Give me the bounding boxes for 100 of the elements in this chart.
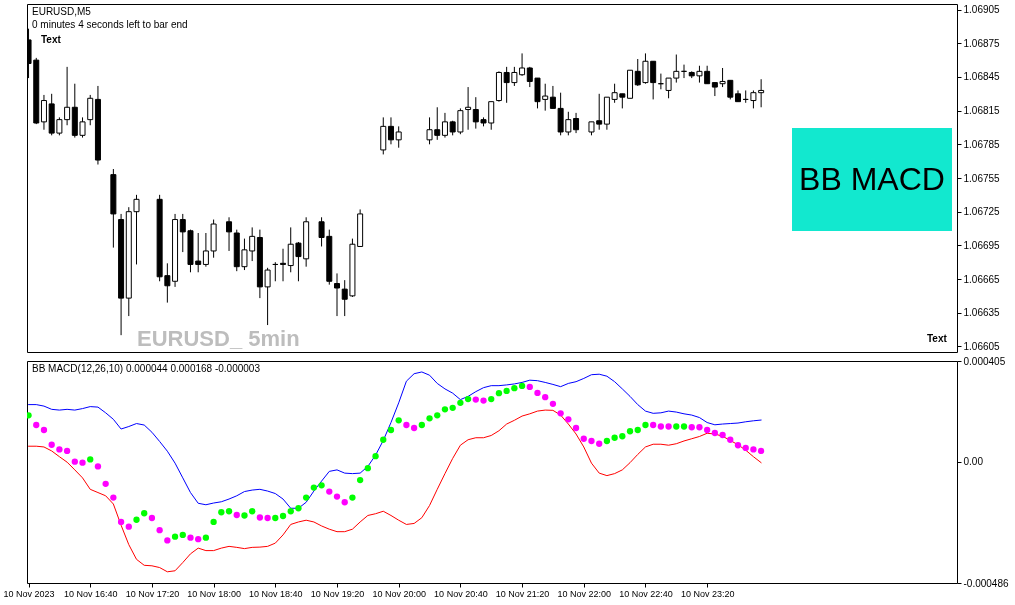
point [264,514,271,522]
point [148,514,156,522]
point [318,482,325,489]
candlestick [226,216,233,252]
point [565,416,572,423]
annotation: Text [41,34,62,45]
point [79,459,86,466]
point [526,383,533,391]
point [542,393,549,401]
point [272,514,279,522]
y-tick-label: 0.00 [963,456,984,468]
y-tick-label: 1.06905 [963,4,1001,16]
point [488,395,495,403]
annotation: EURUSD_ 5min [137,326,300,351]
point [195,535,202,543]
point [249,508,256,515]
candlestick [441,112,448,139]
y-tick-label: 0.000405 [963,355,1006,367]
point [719,431,726,439]
point [518,382,526,390]
point [588,437,595,445]
y-tick-label: 1.06845 [963,71,1001,83]
candlestick [395,125,402,149]
x-tick-label: 10 Nov 23:20 [680,588,735,599]
point [580,435,587,442]
point [256,514,264,521]
y-tick-label: 1.06695 [963,239,1001,251]
point [310,484,318,491]
candlestick [40,94,47,131]
point [302,494,310,501]
y-tick-label: 1.06725 [963,206,1001,218]
point [572,424,580,432]
point [410,424,418,432]
point [102,480,109,487]
point [557,410,564,417]
point [225,508,233,515]
point [418,421,425,429]
point [48,441,55,448]
point [703,426,711,434]
point [326,488,333,495]
point [187,534,194,541]
point [279,512,287,520]
point [480,397,487,404]
point [117,518,125,526]
point [457,399,464,407]
point [727,436,734,443]
point [94,463,102,470]
point [596,440,603,447]
y-tick-label: 1.06605 [963,340,1001,352]
point [511,385,518,392]
point [71,458,78,465]
point [403,421,410,429]
point [349,494,356,501]
annotation: EURUSD,M5 [32,6,92,17]
chart-title: BB MACD(12,26,10) 0.000044 0.000168 -0.000003 [32,363,261,374]
point [241,512,248,519]
point [434,412,441,419]
point [356,476,364,484]
point [380,436,387,443]
point [164,537,171,544]
y-tick-label: 1.06635 [963,307,1001,319]
point [364,464,372,472]
y-tick-label: 1.06875 [963,37,1001,49]
x-tick-label: 10 Nov 22:00 [557,588,612,599]
point [233,511,240,519]
y-tick-label: 1.06815 [963,105,1001,117]
x-tick-label: 10 Nov 20:40 [434,588,488,599]
point [295,505,302,512]
candlestick [280,248,287,282]
x-tick-label: 10 Nov 22:40 [619,588,673,599]
line-series [28,409,762,573]
point [441,406,449,413]
point [63,447,71,455]
point [534,389,541,397]
y-tick-label: 1.06755 [963,172,1001,184]
point [156,527,163,534]
point [680,423,688,430]
point [657,423,665,430]
point [495,389,503,397]
point [734,442,742,449]
point [549,400,557,408]
point [395,417,402,424]
point [673,423,680,430]
point [449,404,456,411]
candlestick [465,86,472,131]
y-tick-label: 1.06785 [963,138,1001,150]
point [210,518,217,526]
point [218,509,225,516]
x-tick-label: 10 Nov 18:40 [249,588,303,599]
point [33,421,40,429]
point [503,387,510,395]
point [611,434,618,441]
point [333,493,341,500]
y-tick-label: 1.06665 [963,273,1001,285]
point [757,447,765,455]
point [626,428,634,435]
point [711,429,719,437]
x-tick-label: 10 Nov 17:20 [125,588,180,599]
text: BB MACD [799,160,945,197]
candlestick [380,116,387,155]
